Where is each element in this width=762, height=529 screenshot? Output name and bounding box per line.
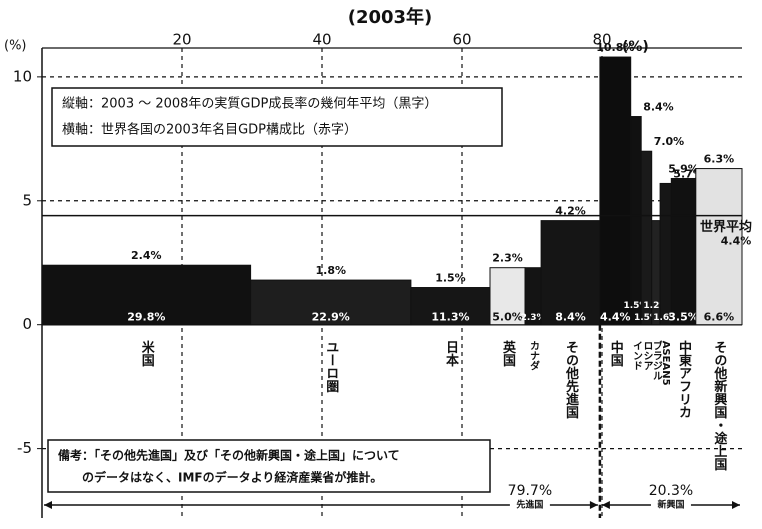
group-label-bg [650, 499, 691, 511]
x-unit: (%) [622, 39, 649, 55]
category-label: 英国 [500, 340, 517, 368]
width-label: 1.2% [643, 301, 668, 311]
width-label: 5.0% [492, 311, 523, 324]
y-tick-label: -5 [17, 439, 32, 457]
group-share: 79.7% [508, 483, 552, 499]
category-label: カナダ [528, 340, 540, 371]
group-share: 20.3% [649, 483, 693, 499]
category-label: 中国 [608, 340, 624, 368]
bar [250, 279, 412, 326]
value-label: 1.5% [435, 272, 466, 285]
bar [489, 267, 526, 326]
average-label: 世界平均 [700, 219, 752, 235]
note-box [51, 87, 503, 147]
category-label: ロシア [641, 341, 653, 371]
x-tick-label: 20 [172, 31, 191, 49]
value-label: 7.0% [654, 135, 685, 148]
y-unit: (%) [4, 39, 27, 54]
width-label: 1.5% [634, 313, 659, 323]
value-label: 1.8% [315, 264, 346, 277]
value-label: 6.3% [704, 153, 735, 166]
width-label: 1.6% [653, 313, 678, 323]
bar [540, 220, 601, 326]
category-label: インド [630, 340, 642, 370]
category-label: その他新興国・途上国 [711, 341, 728, 472]
width-label: 29.8% [127, 311, 165, 324]
width-label: 3.5% [668, 311, 699, 324]
y-tick-label: 0 [22, 315, 32, 333]
width-label: 2.3% [521, 313, 546, 323]
category-label: 中東アフリカ [676, 340, 692, 419]
value-label: 5.9% [668, 162, 699, 175]
value-label: 2.3% [492, 252, 523, 265]
width-label: 1.5% [623, 301, 648, 311]
value-label: 4.2% [555, 205, 586, 218]
group-name: 新興国 [657, 499, 684, 511]
value-label: 8.4% [643, 101, 674, 114]
category-label: ユーロ圏 [323, 341, 339, 394]
footnote: 備考：「その他先進国」及び「その他新興国・途上国」について [58, 448, 400, 463]
y-tick-label: 10 [13, 67, 32, 85]
width-label: 22.9% [312, 311, 350, 324]
bar [599, 56, 632, 326]
average-value: 4.4% [721, 235, 752, 248]
x-tick-label: 60 [452, 31, 471, 49]
bar [41, 264, 252, 326]
axis-note: 横軸：世界各国の2003年名目GDP構成比（赤字） [62, 122, 357, 138]
bar [695, 168, 743, 326]
x-tick-label: 40 [312, 31, 331, 49]
bar [410, 287, 491, 326]
category-label: 米国 [139, 340, 155, 368]
group-name: 先進国 [516, 499, 543, 511]
chart-title: (2003年) [348, 6, 433, 28]
bar [630, 116, 642, 326]
category-label: その他先進国 [563, 341, 580, 420]
bar [659, 182, 672, 326]
bar [640, 150, 653, 326]
bar [670, 177, 697, 326]
width-label: 11.3% [431, 311, 469, 324]
footnote: のデータはなく、IMFのデータより経済産業省が推計。 [82, 470, 382, 485]
width-label: 6.6% [704, 311, 735, 324]
width-label: 8.4% [555, 311, 586, 324]
x-tick-label: 80 [592, 31, 611, 49]
width-label: 4.4% [600, 311, 631, 324]
category-label: 日本 [443, 341, 459, 368]
group-label-bg [509, 499, 550, 511]
value-label: 2.4% [131, 249, 162, 262]
footnote-box [47, 439, 491, 493]
axis-note: 縦軸：2003 ～ 2008年の実質GDP成長率の幾何年平均（黒字） [62, 96, 437, 112]
category-label: ブラジル [650, 339, 662, 380]
value-label: 10.8% [596, 41, 634, 54]
category-label: ASEAN5 [660, 341, 671, 386]
y-tick-label: 5 [22, 191, 32, 209]
